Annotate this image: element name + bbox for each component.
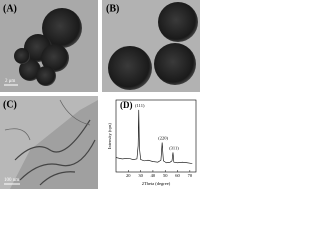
- peak-label: (111): [135, 103, 145, 108]
- x-tick-label: 30: [138, 173, 143, 178]
- plot-frame: [115, 99, 197, 173]
- x-tick-label: 40: [151, 173, 156, 178]
- sphere: [154, 43, 196, 85]
- scale-label: 2 μm: [5, 79, 15, 84]
- x-tick-label: 50: [163, 173, 168, 178]
- plot: 20 30 40 50 60 70 (111) (220)(311): [115, 103, 193, 178]
- xrd-curve: [115, 109, 193, 164]
- x-axis-label: 2Theta (degree): [142, 181, 171, 186]
- panel-d: [102, 96, 200, 189]
- sphere: [41, 44, 69, 72]
- x-tick-label: 20: [126, 173, 131, 178]
- panel-label: (C): [3, 99, 17, 110]
- sphere: [36, 66, 56, 86]
- x-tick-label: 60: [175, 173, 180, 178]
- panel-label: (B): [106, 3, 119, 14]
- figure: (A) 2 μm (B) (C) 100 nm (D) 2Theta (degr…: [0, 0, 200, 189]
- texture: [10, 100, 98, 189]
- sphere: [14, 48, 30, 64]
- panel-label: (D): [120, 100, 133, 110]
- x-tick-label: 70: [188, 173, 193, 178]
- texture: [4, 99, 91, 141]
- sphere: [158, 2, 198, 42]
- peak-label: (311): [169, 145, 179, 150]
- sphere: [19, 59, 41, 81]
- sphere: [108, 46, 152, 90]
- texture: [14, 119, 96, 186]
- page: (A) 2 μm (B) (C) 100 nm (D) 2Theta (degr…: [0, 0, 200, 189]
- peak-label: (220): [158, 136, 168, 141]
- panel-label: (A): [3, 3, 17, 14]
- sphere: [42, 8, 82, 48]
- y-axis-label: Intensity (cps): [107, 123, 112, 149]
- scale-label: 100 nm: [4, 178, 19, 183]
